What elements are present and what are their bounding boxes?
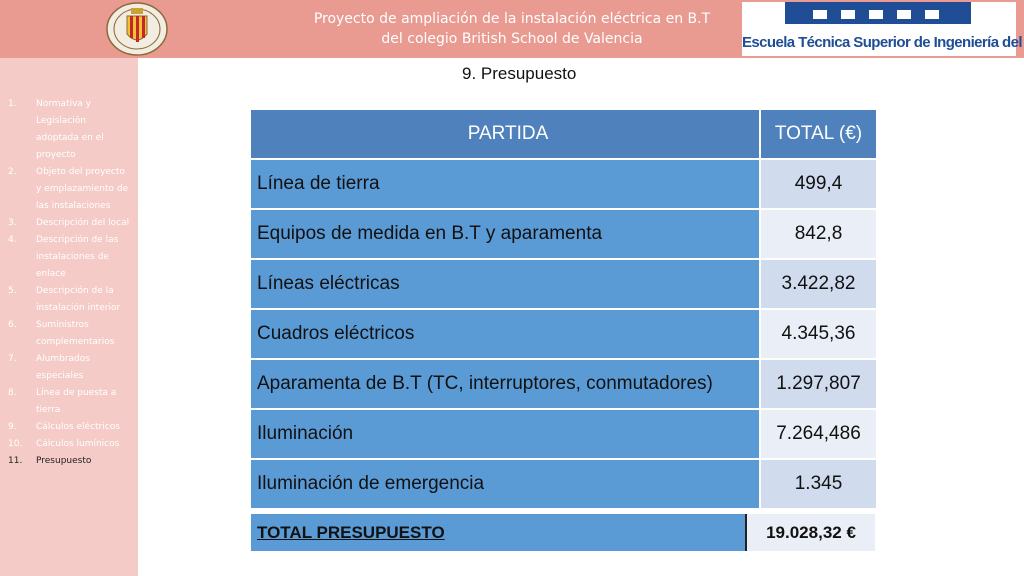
sidebar-item-label: Alumbrados especiales — [36, 354, 90, 381]
total-cell: 1.297,807 — [760, 359, 876, 410]
total-cell: 4.345,36 — [760, 309, 876, 360]
table-row: Iluminación de emergencia 1.345 — [251, 459, 876, 510]
partida-cell: Cuadros eléctricos — [251, 309, 761, 360]
sidebar-item-label: Presupuesto — [36, 456, 92, 466]
sidebar-item-presupuesto[interactable]: 11. Presupuesto — [8, 456, 92, 466]
sidebar-item-label: Cálculos lumínicos — [36, 439, 120, 449]
title-line-1: Proyecto de ampliación de la instalación… — [313, 11, 711, 27]
total-budget-row: TOTAL PRESUPUESTO 19.028,32 € — [251, 514, 875, 551]
total-cell: 3.422,82 — [760, 259, 876, 310]
partida-cell: Línea de tierra — [251, 159, 761, 210]
sidebar-item-label: Normativa y Legislación adoptada en el p… — [36, 99, 104, 160]
sidebar-item-interior[interactable]: 5. Descripción de la instalación interior — [8, 286, 121, 313]
sidebar-item-enlace[interactable]: 4. Descripción de las instalaciones de en… — [8, 235, 119, 279]
sidebar-item-label: Línea de puesta a tierra — [36, 388, 117, 415]
sidebar-item-calculos-luminicos[interactable]: 10. Cálculos lumínicos — [8, 439, 120, 449]
column-header-total: TOTAL (€) — [760, 110, 876, 160]
table-header-row: PARTIDA TOTAL (€) — [251, 110, 876, 160]
partida-cell: Líneas eléctricas — [251, 259, 761, 310]
sidebar-item-calculos-electricos[interactable]: 9. Cálculos eléctricos — [8, 422, 120, 432]
budget-table: PARTIDA TOTAL (€) Línea de tierra 499,4 … — [251, 110, 876, 510]
table-row: Iluminación 7.264,486 — [251, 409, 876, 460]
partida-cell: Aparamenta de B.T (TC, interruptores, co… — [251, 359, 761, 410]
sidebar-item-label: Objeto del proyecto y emplazamiento de l… — [36, 167, 129, 211]
partida-cell: Equipos de medida en B.T y aparamenta — [251, 209, 761, 260]
table-row: Cuadros eléctricos 4.345,36 — [251, 309, 876, 360]
logo-text: Escuela Técnica Superior de Ingeniería d… — [742, 34, 1024, 51]
sidebar-item-normativa[interactable]: 1. Normativa y Legislación adoptada en el… — [8, 99, 104, 160]
table-row: Equipos de medida en B.T y aparamenta 84… — [251, 209, 876, 260]
total-cell: 842,8 — [760, 209, 876, 260]
slide-title: 9. Presupuesto — [462, 64, 577, 83]
sidebar-item-alumbrados[interactable]: 7. Alumbrados especiales — [8, 354, 90, 381]
university-seal-icon — [106, 2, 168, 56]
total-cell: 499,4 — [760, 159, 876, 210]
sidebar-item-label: Suministros complementarios — [36, 320, 115, 347]
sidebar-nav: 1. Normativa y Legislación adoptada en el… — [6, 96, 130, 470]
total-cell: 7.264,486 — [760, 409, 876, 460]
partida-cell: Iluminación — [251, 409, 761, 460]
sidebar-item-label: Descripción del local — [36, 218, 130, 228]
total-budget-label: TOTAL PRESUPUESTO — [251, 514, 745, 551]
table-row: Aparamenta de B.T (TC, interruptores, co… — [251, 359, 876, 410]
sidebar-item-label: Descripción de las instalaciones de enla… — [36, 235, 119, 279]
sidebar: 1. Normativa y Legislación adoptada en el… — [0, 58, 138, 576]
sidebar-item-label: Cálculos eléctricos — [36, 422, 120, 432]
title-line-2: del colegio British School de Valencia — [381, 31, 643, 47]
total-cell: 1.345 — [760, 459, 876, 510]
sidebar-item-suministros[interactable]: 6. Suministros complementarios — [8, 320, 115, 347]
logo-building-icon — [785, 2, 971, 24]
sidebar-item-label: Descripción de la instalación interior — [36, 286, 121, 313]
header-bar: Proyecto de ampliación de la instalación… — [0, 0, 1024, 58]
sidebar-item-local[interactable]: 3. Descripción del local — [8, 218, 130, 228]
total-budget-value: 19.028,32 € — [745, 514, 875, 551]
sidebar-item-tierra[interactable]: 8. Línea de puesta a tierra — [8, 388, 117, 415]
table-row: Línea de tierra 499,4 — [251, 159, 876, 210]
column-header-partida: PARTIDA — [251, 110, 761, 160]
table-row: Líneas eléctricas 3.422,82 — [251, 259, 876, 310]
presentation-title: Proyecto de ampliación de la instalación… — [270, 9, 754, 49]
etsid-logo: Escuela Técnica Superior de Ingeniería d… — [742, 2, 1024, 56]
partida-cell: Iluminación de emergencia — [251, 459, 761, 510]
sidebar-item-objeto[interactable]: 2. Objeto del proyecto y emplazamiento de… — [8, 167, 129, 211]
